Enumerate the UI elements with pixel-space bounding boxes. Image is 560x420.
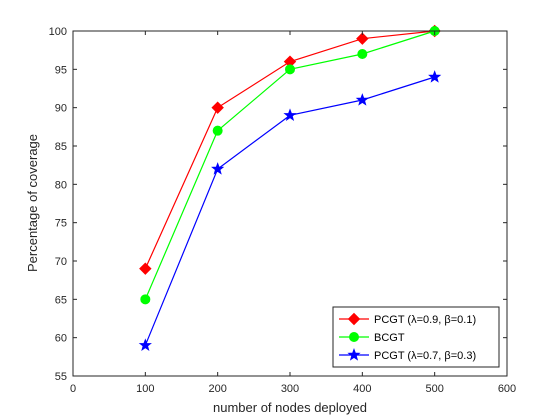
- data-point: [357, 49, 368, 59]
- data-point: [356, 32, 369, 45]
- data-point: [140, 294, 151, 305]
- y-tick-label: 90: [55, 103, 67, 115]
- y-tick-label: 60: [55, 333, 67, 345]
- y-tick-label: 70: [55, 256, 67, 268]
- x-axis-label: number of nodes deployed: [213, 400, 367, 415]
- y-axis-ticks: 55 60 65 70 75 80 85 90 95 100: [49, 26, 507, 383]
- x-tick-label: 200: [208, 383, 226, 395]
- x-tick-label: 500: [425, 383, 443, 395]
- y-tick-label: 100: [49, 26, 67, 38]
- y-tick-label: 95: [55, 64, 67, 76]
- x-tick-label: 100: [136, 383, 154, 395]
- data-point: [355, 93, 369, 106]
- series-3: [138, 70, 442, 351]
- data-point: [211, 101, 224, 114]
- series-layer: [138, 24, 442, 351]
- data-point: [211, 162, 225, 175]
- legend-marker: [349, 332, 359, 342]
- legend-label: BCGT: [374, 332, 405, 344]
- x-axis-ticks: 0 100 200 300 400 500 600: [70, 31, 516, 395]
- data-point: [428, 70, 442, 83]
- data-point: [285, 64, 295, 75]
- data-point: [138, 338, 152, 351]
- series-1: [139, 24, 441, 275]
- x-tick-label: 400: [353, 383, 371, 395]
- x-tick-label: 600: [498, 383, 516, 395]
- y-tick-label: 65: [55, 294, 67, 306]
- data-point: [283, 108, 297, 121]
- y-tick-label: 55: [55, 371, 67, 383]
- data-point: [212, 125, 223, 136]
- y-tick-label: 75: [55, 218, 67, 230]
- legend-marker: [347, 312, 361, 326]
- data-point: [139, 262, 152, 275]
- y-tick-label: 85: [55, 141, 67, 153]
- x-tick-label: 300: [281, 383, 299, 395]
- y-axis-label: Percentage of coverage: [25, 134, 40, 272]
- legend-label: PCGT (λ=0.7, β=0.3): [374, 350, 476, 362]
- x-tick-label: 0: [70, 383, 76, 395]
- legend: PCGT (λ=0.9, β=0.1) BCGT PCGT (λ=0.7, β=0.…: [332, 306, 500, 368]
- legend-label: PCGT (λ=0.9, β=0.1): [374, 314, 476, 326]
- y-tick-label: 80: [55, 179, 67, 191]
- legend-marker: [347, 348, 361, 361]
